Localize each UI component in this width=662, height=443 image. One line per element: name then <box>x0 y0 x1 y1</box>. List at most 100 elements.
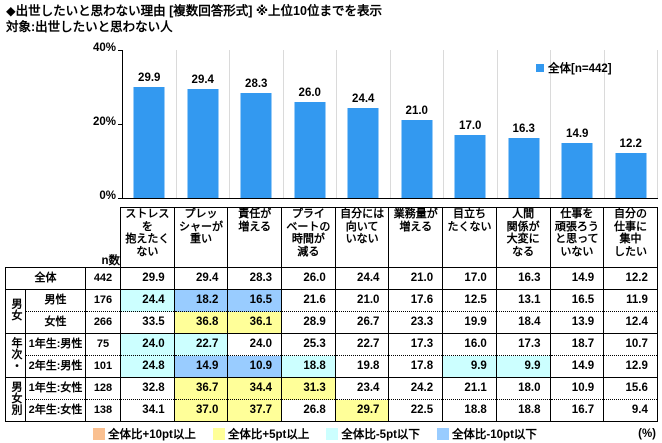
data-cell: 37.7 <box>227 399 282 422</box>
data-cell: 24.0 <box>227 333 282 356</box>
data-cell: 16.3 <box>495 267 550 290</box>
n-value: 128 <box>85 377 121 400</box>
data-cell: 21.1 <box>442 377 497 400</box>
percent-unit-label: (%) <box>638 428 656 440</box>
y-tick-mark <box>118 198 122 199</box>
bar-value-label: 29.9 <box>138 72 161 85</box>
data-cell: 13.1 <box>495 289 550 312</box>
column-header: ストレスを 抱えたく ない <box>120 207 175 268</box>
row-label: 2年生:女性 <box>25 399 86 422</box>
bar-column: 14.9 <box>551 50 605 198</box>
data-cell: 18.8 <box>495 399 550 422</box>
plot-area: 29.9 29.4 28.3 26.0 24.4 21.0 17.0 16.3 14.9 12.2 <box>122 50 658 199</box>
n-value: 266 <box>85 311 121 334</box>
data-cell: 33.5 <box>120 311 175 334</box>
data-cell: 22.7 <box>173 333 228 356</box>
data-cell: 10.7 <box>603 333 658 356</box>
column-header: 仕事を 頑張ろう と思って いない <box>549 207 604 268</box>
bar-column: 26.0 <box>284 50 337 198</box>
data-cell: 25.3 <box>281 333 336 356</box>
data-cell: 18.7 <box>549 333 604 356</box>
data-cell: 12.5 <box>442 289 497 312</box>
data-cell: 17.0 <box>442 267 497 290</box>
column-header: プレッ シャーが 重い <box>173 207 228 268</box>
data-cell: 24.4 <box>334 267 389 290</box>
data-cell: 19.9 <box>442 311 497 334</box>
data-cell: 22.7 <box>334 333 389 356</box>
bar-value-label: 12.2 <box>619 137 642 150</box>
column-header: 責任が 増える <box>227 207 282 268</box>
bar <box>240 93 272 198</box>
data-cell: 18.8 <box>442 399 497 422</box>
table-body: n数 ストレスを 抱えたく ない プレッ シャーが 重い 責任が 増える プライ ベート… <box>5 207 658 422</box>
bar-column: 29.4 <box>177 50 230 198</box>
data-cell: 17.3 <box>388 333 443 356</box>
data-cell: 32.8 <box>120 377 175 400</box>
n-value: 101 <box>85 355 121 378</box>
row-group-label: 男女別 <box>5 377 26 422</box>
y-tick-label: 0% <box>99 190 116 202</box>
legend-item: 全体比-5pt以下 <box>326 426 420 442</box>
column-header: 自分には 向いて いない <box>334 207 389 268</box>
bar-column: 29.9 <box>123 50 177 198</box>
bar-value-label: 14.9 <box>566 127 589 140</box>
bar <box>454 135 486 198</box>
data-cell: 19.8 <box>334 355 389 378</box>
data-cell: 17.3 <box>495 333 550 356</box>
bar-column: 24.4 <box>337 50 391 198</box>
chart-legend: 全体[n=442] <box>536 60 612 76</box>
bar-value-label: 21.0 <box>405 105 428 118</box>
bar <box>561 142 593 198</box>
data-cell: 26.8 <box>281 399 336 422</box>
n-value: 138 <box>85 399 121 422</box>
bar-column: 17.0 <box>444 50 498 198</box>
legend-swatch-icon <box>436 428 449 440</box>
data-cell: 14.9 <box>549 355 604 378</box>
data-cell: 26.7 <box>334 311 389 334</box>
data-cell: 31.3 <box>281 377 336 400</box>
data-cell: 21.0 <box>334 289 389 312</box>
data-cell: 26.0 <box>281 267 336 290</box>
data-cell: 18.8 <box>281 355 336 378</box>
data-cell: 16.5 <box>549 289 604 312</box>
data-cell: 18.0 <box>495 377 550 400</box>
data-cell: 14.9 <box>173 355 228 378</box>
bar-value-label: 26.0 <box>298 86 321 99</box>
data-cell: 28.9 <box>281 311 336 334</box>
column-header: 人間 関係が 大変に なる <box>495 207 550 268</box>
page-title: ◆出世したいと思わない理由 [複数回答形式] ※上位10位までを表示 <box>6 4 382 18</box>
data-cell: 17.8 <box>388 355 443 378</box>
bar <box>347 107 379 198</box>
data-cell: 23.3 <box>388 311 443 334</box>
bar <box>133 87 165 198</box>
data-cell: 9.9 <box>495 355 550 378</box>
column-header: 自分の 仕事に 集中 したい <box>603 207 658 268</box>
legend-item-label: 全体比+5pt以上 <box>227 429 310 441</box>
n-value: 176 <box>85 289 121 312</box>
legend-swatch-icon <box>212 428 225 440</box>
data-cell: 12.9 <box>603 355 658 378</box>
series-label: 全体[n=442] <box>548 63 612 75</box>
data-cell: 10.9 <box>549 377 604 400</box>
bar <box>187 89 219 198</box>
data-cell: 36.1 <box>227 311 282 334</box>
n-column-caption: n数 <box>101 254 120 267</box>
data-cell: 14.9 <box>549 267 604 290</box>
data-cell: 29.4 <box>173 267 228 290</box>
data-cell: 10.9 <box>227 355 282 378</box>
data-cell: 24.0 <box>120 333 175 356</box>
bar-value-label: 24.4 <box>352 92 375 105</box>
legend-swatch-icon <box>326 428 339 440</box>
row-group-label: 男女 <box>5 289 26 334</box>
row-label: 女性 <box>25 311 86 334</box>
data-cell: 37.0 <box>173 399 228 422</box>
data-cell: 36.7 <box>173 377 228 400</box>
bar <box>508 137 540 198</box>
data-cell: 22.5 <box>388 399 443 422</box>
bar-value-label: 17.0 <box>459 120 482 133</box>
legend-item-label: 全体比+10pt以上 <box>108 429 196 441</box>
data-cell: 34.1 <box>120 399 175 422</box>
data-cell: 36.8 <box>173 311 228 334</box>
bar-column: 12.2 <box>605 50 658 198</box>
